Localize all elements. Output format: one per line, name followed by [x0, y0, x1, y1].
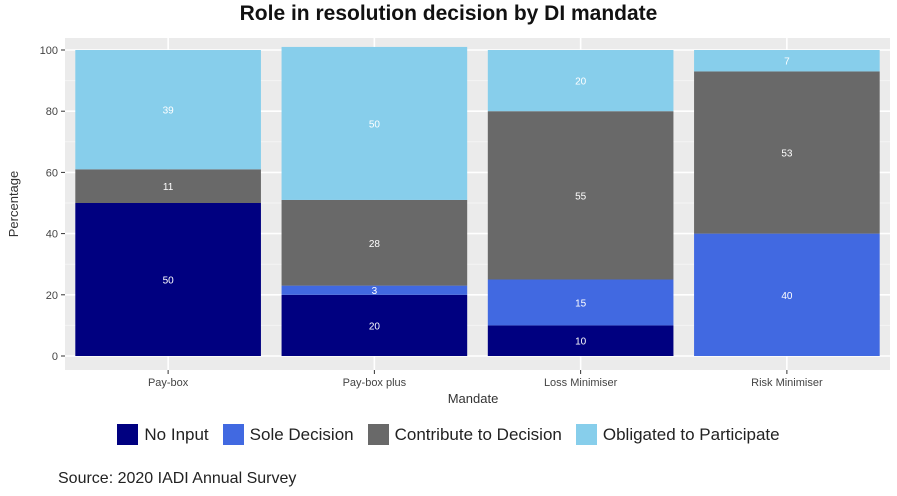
bar-value-label: 40	[781, 291, 793, 302]
x-axis-label: Mandate	[448, 391, 499, 406]
x-tick-label: Risk Minimiser	[751, 377, 823, 389]
y-tick-label: 20	[46, 290, 58, 302]
x-tick-label: Pay-box	[148, 377, 189, 389]
bar-segment	[75, 203, 261, 356]
legend-swatch	[222, 424, 244, 445]
bar-value-label: 7	[784, 57, 790, 68]
legend: No Input Sole Decision Contribute to Decis…	[0, 424, 897, 445]
bar-value-label: 39	[163, 106, 175, 117]
bar-value-label: 20	[575, 77, 587, 88]
bar-segment	[694, 233, 880, 356]
bar-value-label: 10	[575, 337, 587, 348]
source-note: Source: 2020 IADI Annual Survey	[58, 470, 297, 487]
bar-value-label: 3	[372, 286, 378, 297]
legend-label: Sole Decision	[249, 424, 354, 444]
bar-value-label: 20	[369, 321, 381, 332]
legend-label: No Input	[144, 424, 209, 444]
bar-value-label: 11	[163, 182, 174, 193]
bars: 50 11 39 20 3 28 50 10 15 55 20 40 53 7	[75, 46, 880, 356]
stacked-bar-chart: 50 11 39 20 3 28 50 10 15 55 20 40 53 7 0 20 40 60 80 100 P…	[6, 38, 890, 406]
bar-segment	[281, 294, 468, 356]
y-tick-label: 100	[40, 45, 58, 57]
bar-segment	[487, 279, 674, 326]
legend-swatch	[367, 424, 389, 445]
bar-segment	[75, 50, 261, 170]
bar-value-label: 50	[369, 119, 381, 130]
y-tick-label: 40	[46, 229, 58, 241]
bar-segment	[487, 50, 674, 112]
bar-segment	[75, 169, 261, 203]
bar-value-label: 55	[575, 191, 587, 202]
bar-segment	[281, 199, 468, 286]
legend-item: Obligated to Participate	[575, 424, 780, 445]
legend-item: Sole Decision	[222, 424, 354, 445]
y-tick-label: 0	[52, 351, 58, 363]
bar-segment	[694, 71, 880, 234]
legend-swatch	[575, 424, 597, 445]
y-tick-label: 60	[46, 167, 58, 179]
x-tick-label: Pay-box plus	[343, 377, 407, 389]
legend-label: Obligated to Participate	[602, 424, 780, 444]
y-tick-label: 80	[46, 106, 58, 118]
legend-label: Contribute to Decision	[394, 424, 562, 444]
chart-title: Role in resolution decision by DI mandat…	[239, 2, 658, 25]
legend-swatch	[117, 424, 139, 445]
bar-segment	[487, 325, 674, 356]
x-tick-label: Loss Minimiser	[544, 377, 618, 389]
bar-value-label: 28	[369, 239, 381, 250]
y-axis-label: Percentage	[6, 171, 21, 238]
bar-segment	[281, 285, 468, 295]
bar-segment	[487, 111, 674, 280]
bar-segment	[694, 50, 880, 72]
legend-item: Contribute to Decision	[367, 424, 562, 445]
bar-value-label: 50	[163, 276, 175, 287]
axes: 0 20 40 60 80 100 Pay-box Pay-box plus Loss Mini…	[40, 45, 823, 389]
legend-item: No Input	[117, 424, 209, 445]
bar-segment	[281, 46, 468, 200]
bar-value-label: 15	[575, 298, 587, 309]
bar-value-label: 53	[781, 149, 793, 160]
